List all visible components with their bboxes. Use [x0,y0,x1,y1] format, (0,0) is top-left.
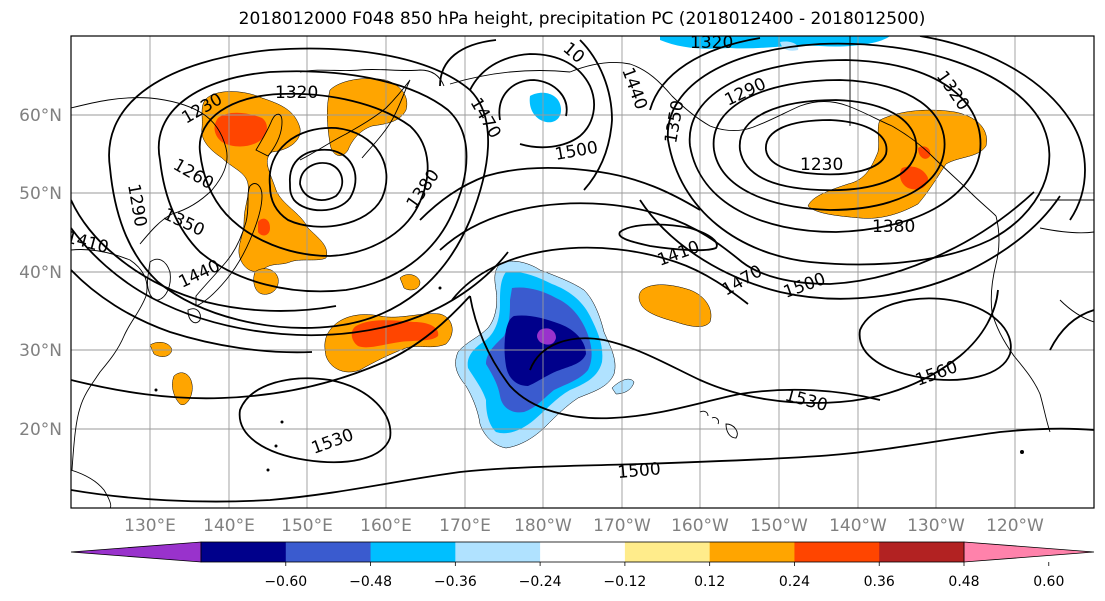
colorbar-frame [200,541,965,563]
lat-label: 40°N [19,263,62,283]
map-title: 2018012000 F048 850 hPa height, precipit… [238,9,926,29]
colorbar-swatch [285,542,372,562]
colorbar-swatch [879,542,965,562]
colorbar-swatch [455,542,541,562]
colorbar-tick-label: −0.60 [264,574,307,590]
lon-label: 140°W [829,516,887,536]
latitude-labels: 20°N 30°N 40°N 50°N 60°N [19,106,62,440]
lon-label: 160°W [671,516,729,536]
colorbar-tick-label: 0.48 [948,574,979,590]
colorbar-tick-label: 0.36 [864,574,895,590]
contour-label: 1320 [275,83,318,103]
colorbar-swatch [540,542,626,562]
colorbar-tick-label: −0.48 [349,574,392,590]
lon-label: 120°W [986,516,1044,536]
lon-label: 170°W [593,516,651,536]
lon-label: 180°W [514,516,572,536]
lon-label: 140°E [203,516,255,536]
lon-label: 150°E [281,516,333,536]
graticule [71,36,1094,508]
colorbar-swatch [370,542,456,562]
lat-label: 30°N [19,341,62,361]
colorbar-extension-high [963,541,1095,563]
lon-label: 130°E [124,516,176,536]
coastlines [71,36,1094,508]
precip-negative-shading [455,36,890,449]
lon-label: 150°W [750,516,808,536]
map-border [70,35,1095,509]
colorbar-swatch [709,542,795,562]
colorbar-swatch [794,542,880,562]
longitude-labels: 130°E 140°E 150°E 160°E 170°E 180°W 170°… [124,516,1044,536]
colorbar-tick-label: 0.60 [1033,574,1064,590]
lat-label: 60°N [19,106,62,126]
colorbar-tick-label: 0.12 [694,574,725,590]
colorbar-extension-low [70,541,202,563]
precip-blob-alaska [807,109,987,219]
precip-blob-japan-red [214,112,267,147]
contour-label: 1500 [617,459,662,483]
colorbar-tick-label: 0.24 [779,574,810,590]
colorbar: −0.60 −0.48 −0.36 −0.24 −0.12 0.12 0.24 0.36 0.4… [70,541,1095,590]
colorbar-tick-label: −0.12 [603,574,646,590]
lon-label: 170°E [439,516,491,536]
height-contours [71,36,1094,503]
lon-label: 160°E [360,516,412,536]
contour-label: 1230 [800,155,843,175]
contour-label: 1320 [690,33,733,53]
precip-blob-kamchatka [327,78,408,156]
precip-blob-160w [638,284,712,327]
lat-label: 50°N [19,184,62,204]
contour-label: 1380 [872,217,915,237]
colorbar-tick-label: −0.36 [434,574,477,590]
colorbar-swatch [201,542,287,562]
colorbar-tick-label: −0.24 [519,574,562,590]
colorbar-swatch [624,542,711,562]
lon-label: 130°W [907,516,965,536]
lat-label: 20°N [19,420,62,440]
